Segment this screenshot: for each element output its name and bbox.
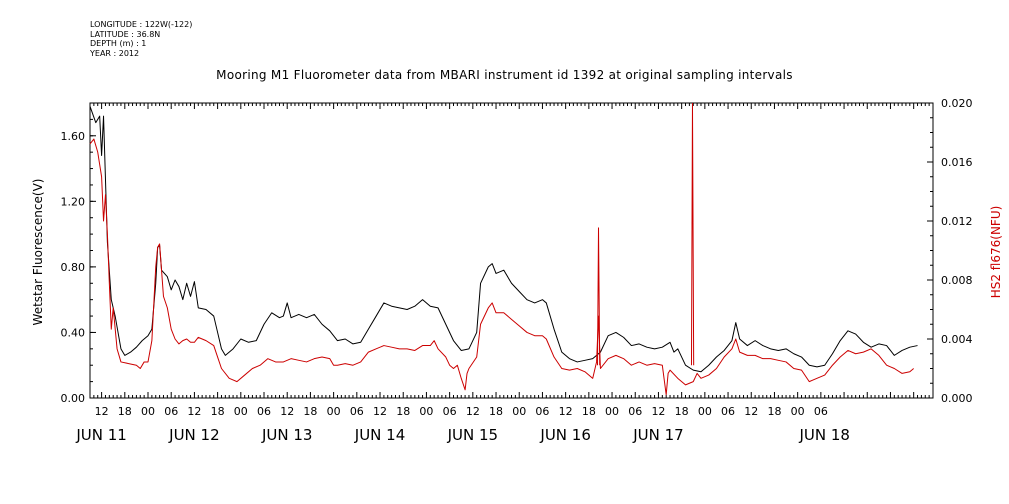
x-hour-tick-label: 12 [95, 405, 109, 418]
left-y-tick-label: 1.20 [61, 195, 86, 208]
x-date-label: JUN 17 [632, 426, 683, 444]
left-y-tick-label: 0.80 [61, 261, 86, 274]
x-hour-tick-label: 12 [280, 405, 294, 418]
x-hour-tick-label: 00 [605, 405, 619, 418]
red-spike [597, 227, 601, 366]
red-spike [690, 102, 695, 366]
left-y-tick-label: 1.60 [61, 130, 86, 143]
x-hour-tick-label: 06 [443, 405, 457, 418]
year-text: YEAR : 2012 [90, 48, 140, 58]
x-hour-tick-label: 18 [396, 405, 410, 418]
station-metadata: LONGITUDE : 122W(-122) LATITUDE : 36.8N … [90, 20, 192, 58]
x-hour-tick-label: 06 [257, 405, 271, 418]
right-y-axis: 0.000 0.004 0.008 0.012 0.016 0.020 [927, 97, 973, 405]
x-hour-tick-label: 12 [559, 405, 573, 418]
right-y-tick-label: 0.012 [941, 215, 973, 228]
x-hour-tick-label: 12 [373, 405, 387, 418]
left-y-axis-label: Wetstar Fluorescence(V) [31, 179, 45, 326]
x-hour-tick-label: 12 [651, 405, 665, 418]
chart-title: Mooring M1 Fluorometer data from MBARI i… [216, 68, 793, 82]
right-y-tick-label: 0.000 [941, 392, 973, 405]
right-y-tick-label: 0.008 [941, 274, 973, 287]
depth-text: DEPTH (m) : 1 [90, 39, 147, 48]
x-hour-tick-label: 18 [767, 405, 781, 418]
series-line-1 [89, 138, 914, 396]
longitude-text: LONGITUDE : 122W(-122) [90, 20, 193, 29]
x-hour-tick-label: 00 [512, 405, 526, 418]
right-y-axis-label: HS2 fl676(NFU) [989, 206, 1003, 299]
x-hour-tick-label: 06 [721, 405, 735, 418]
x-hour-tick-label: 06 [814, 405, 828, 418]
x-hour-tick-label: 12 [187, 405, 201, 418]
x-date-label: JUN 11 [75, 426, 126, 444]
x-hour-tick-label: 00 [234, 405, 248, 418]
x-hour-tick-label: 18 [489, 405, 503, 418]
right-y-tick-label: 0.020 [941, 97, 973, 110]
x-hour-tick-label: 18 [675, 405, 689, 418]
x-date-label: JUN 15 [447, 426, 498, 444]
series-layer [89, 102, 918, 396]
x-date-label: JUN 16 [539, 426, 590, 444]
minor-ticks [89, 103, 934, 398]
x-hour-tick-label: 12 [466, 405, 480, 418]
x-date-label: JUN 13 [261, 426, 312, 444]
x-axis: 12 18 00 06 12 18 00 06 12 18 00 06 12 18 00 06 12 18 00 06… [75, 405, 850, 444]
right-y-tick-label: 0.016 [941, 156, 973, 169]
x-hour-tick-label: 00 [698, 405, 712, 418]
x-hour-tick-label: 00 [327, 405, 341, 418]
x-date-label: JUN 14 [354, 426, 405, 444]
x-date-label: JUN 18 [798, 426, 849, 444]
left-y-axis: 0.00 0.40 0.80 1.20 1.60 [61, 102, 96, 405]
series-line-0 [89, 106, 918, 373]
left-y-tick-label: 0.00 [61, 392, 86, 405]
x-hour-tick-label: 18 [211, 405, 225, 418]
left-y-tick-label: 0.40 [61, 326, 86, 339]
x-date-label: JUN 12 [168, 426, 219, 444]
x-hour-tick-label: 18 [118, 405, 132, 418]
x-hour-tick-label: 00 [791, 405, 805, 418]
latitude-text: LATITUDE : 36.8N [90, 29, 161, 39]
right-y-tick-label: 0.004 [941, 333, 973, 346]
x-hour-tick-label: 06 [535, 405, 549, 418]
x-hour-tick-label: 18 [303, 405, 317, 418]
x-hour-tick-label: 06 [628, 405, 642, 418]
x-hour-tick-label: 00 [419, 405, 433, 418]
x-hour-tick-label: 00 [141, 405, 155, 418]
x-hour-tick-label: 12 [744, 405, 758, 418]
x-hour-tick-label: 06 [350, 405, 364, 418]
x-hour-tick-label: 18 [582, 405, 596, 418]
x-hour-tick-label: 06 [164, 405, 178, 418]
